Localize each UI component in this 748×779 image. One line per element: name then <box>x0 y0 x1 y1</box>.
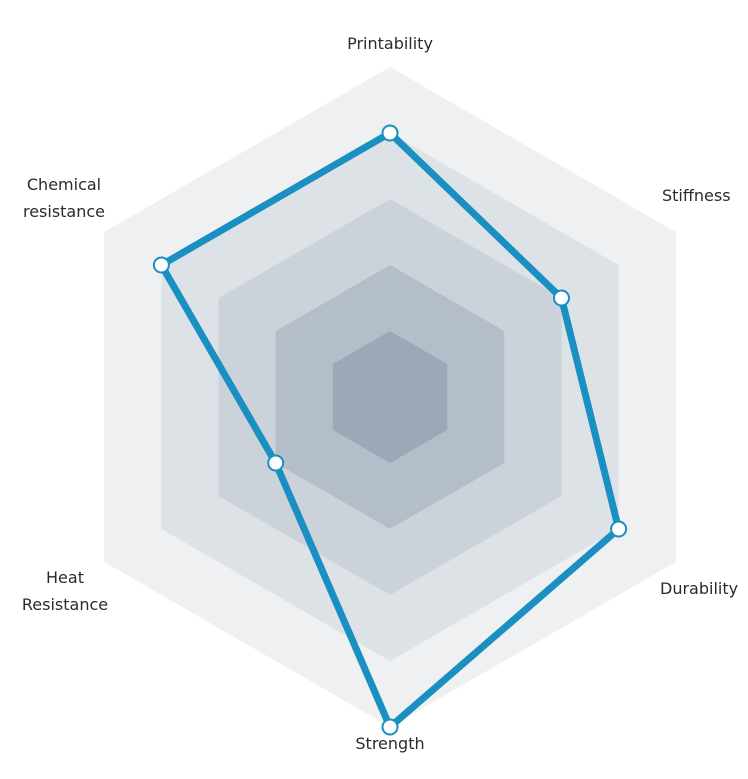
data-point-5 <box>152 256 170 274</box>
axis-label-strength: Strength <box>355 734 425 753</box>
data-point-0 <box>381 124 399 142</box>
data-point-1 <box>552 289 570 307</box>
axis-label-printability: Printability <box>347 34 433 53</box>
series-layer <box>152 124 628 736</box>
axis-label-durability: Durability <box>660 579 739 598</box>
axis-label-heat-resistance: Heat Resistance <box>21 568 109 614</box>
data-point-2 <box>610 520 628 538</box>
axis-label-chemical-resistance: Chemical resistance <box>22 175 106 221</box>
data-point-3 <box>381 718 399 736</box>
grid-ring-1 <box>332 331 448 463</box>
data-point-4 <box>267 454 285 472</box>
axis-label-stiffness: Stiffness <box>662 186 731 205</box>
grid-rings <box>104 67 676 727</box>
